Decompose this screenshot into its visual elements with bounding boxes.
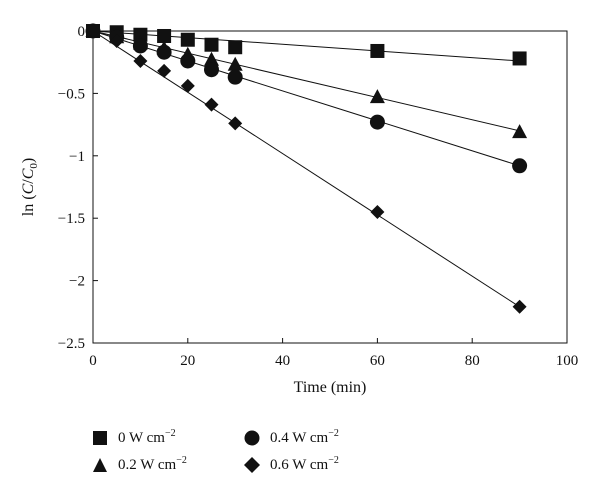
data-point-square: [204, 37, 219, 52]
data-point-square: [370, 43, 385, 58]
y-tick-label: −2.5: [58, 336, 85, 352]
data-point-triangle: [369, 89, 385, 104]
plot-frame: [92, 30, 568, 344]
legend-item-0-6w: 0.6 W cm−2: [244, 455, 339, 474]
x-tick-label: 0: [89, 353, 97, 369]
data-point-circle: [227, 69, 243, 85]
data-point-circle: [512, 158, 528, 174]
circle-marker-icon: [244, 430, 260, 446]
data-point-square: [157, 28, 172, 43]
x-tick-label: 60: [370, 353, 385, 369]
data-point-square: [180, 32, 195, 47]
y-tick-label: −1: [69, 149, 85, 165]
y-tick-label: −0.5: [58, 86, 85, 102]
data-point-diamond: [86, 24, 100, 38]
legend-item-0w: 0 W cm−2: [92, 428, 176, 447]
x-axis-label: Time (min): [294, 379, 367, 396]
legend-label: 0.2 W cm−2: [118, 455, 187, 473]
data-point-diamond: [133, 53, 148, 68]
data-point-diamond: [157, 63, 172, 78]
data-point-diamond: [228, 116, 243, 131]
data-point-circle: [156, 44, 172, 60]
data-points: [85, 23, 528, 314]
data-point-diamond: [180, 78, 195, 93]
x-tick-label: 80: [465, 353, 480, 369]
data-point-triangle: [512, 124, 528, 139]
y-tick-label: −2: [69, 274, 85, 290]
legend-label: 0.6 W cm−2: [270, 455, 339, 473]
legend-label: 0.4 W cm−2: [270, 428, 339, 446]
y-axis-label: ln (C/C0): [20, 158, 40, 216]
data-point-circle: [132, 38, 148, 54]
data-point-diamond: [370, 204, 385, 219]
legend-item-0-2w: 0.2 W cm−2: [92, 455, 187, 474]
fit-lines: [92, 30, 520, 308]
x-axis-ticks: 0 20 40 60 80 100: [89, 338, 578, 369]
data-point-triangle: [204, 51, 219, 66]
y-tick-label: −1.5: [58, 211, 85, 227]
x-tick-label: 40: [275, 353, 290, 369]
data-point-diamond: [204, 97, 219, 112]
data-point-circle: [180, 53, 196, 69]
legend-label: 0 W cm−2: [118, 428, 176, 446]
y-tick-label: 0: [78, 24, 86, 40]
x-tick-label: 20: [180, 353, 195, 369]
x-tick-label: 100: [556, 353, 579, 369]
square-marker-icon: [92, 430, 108, 446]
fit-line: [92, 30, 520, 308]
y-axis-ticks: 0 −0.5 −1 −1.5 −2 −2.5: [58, 24, 98, 352]
data-point-diamond: [512, 299, 527, 314]
data-point-square: [512, 51, 527, 66]
triangle-marker-icon: [92, 457, 108, 473]
diamond-marker-icon: [244, 456, 260, 473]
data-point-circle: [204, 62, 219, 78]
data-point-triangle: [227, 56, 243, 71]
data-point-square: [228, 40, 243, 55]
data-point-circle: [369, 114, 385, 130]
data-point-diamond: [109, 33, 124, 48]
legend-item-0-4w: 0.4 W cm−2: [244, 428, 339, 447]
data-point-square: [133, 27, 148, 42]
